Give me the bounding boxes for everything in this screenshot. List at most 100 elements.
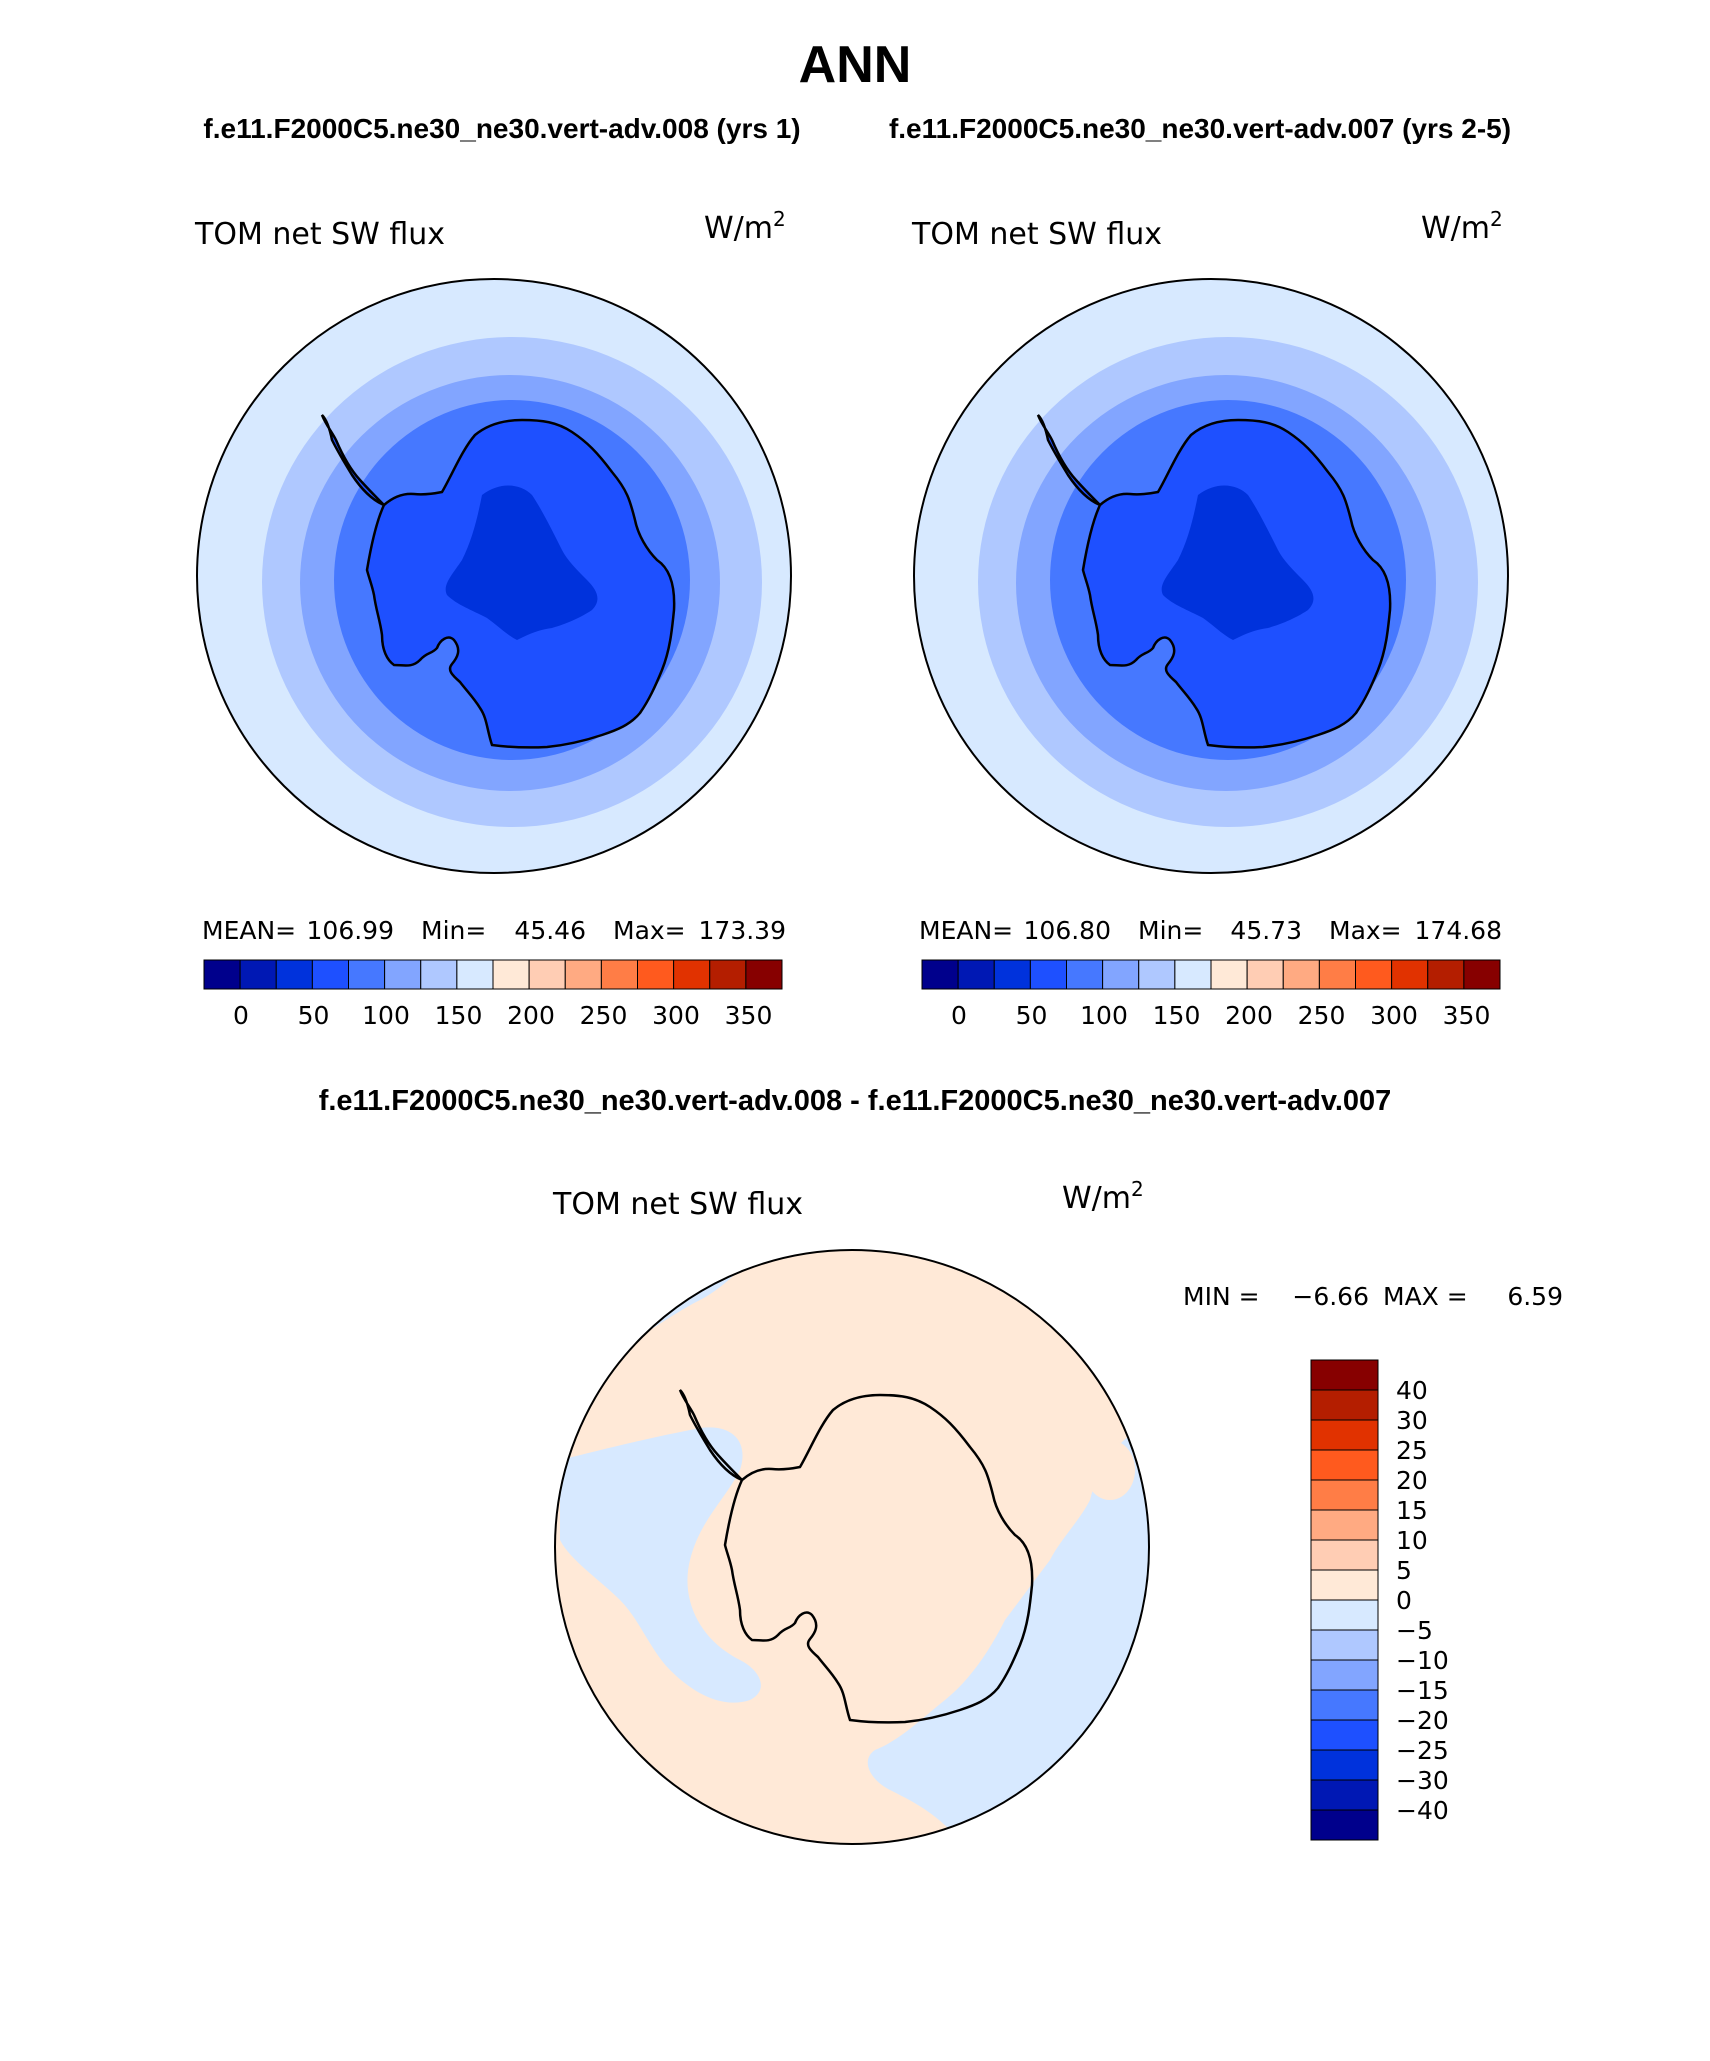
colorbar-tick-label: −15 xyxy=(1396,1676,1449,1705)
colorbar-swatch xyxy=(600,959,638,990)
min-label: Min= xyxy=(1138,916,1203,945)
colorbar-tick-label: −40 xyxy=(1396,1796,1449,1825)
colorbar-tick-label: 200 xyxy=(1225,1001,1273,1030)
colorbar-swatch xyxy=(1355,959,1393,990)
min-label: Min= xyxy=(421,916,486,945)
colorbar: 0 50 100 150 200 250 300 350 xyxy=(921,959,1501,1030)
colorbar-tick-label: 150 xyxy=(1153,1001,1201,1030)
colorbar-swatch xyxy=(709,959,747,990)
map-boundary xyxy=(196,278,792,874)
colorbar-tick-label: 15 xyxy=(1396,1496,1428,1525)
colorbar-tick-label: 100 xyxy=(1080,1001,1128,1030)
max-label: Max= xyxy=(613,916,686,945)
colorbar-swatch xyxy=(492,959,530,990)
colorbar-swatch xyxy=(921,959,959,990)
colorbar-tick-label: 250 xyxy=(580,1001,628,1030)
mean-label: MEAN= xyxy=(202,916,296,945)
colorbar-swatch xyxy=(1427,959,1465,990)
colorbar-swatch xyxy=(1310,1389,1379,1421)
colorbar-tick-label: 40 xyxy=(1396,1376,1428,1405)
colorbar-tick-label: −5 xyxy=(1396,1616,1433,1645)
variable-label: TOM net SW flux xyxy=(552,1187,803,1222)
stats-line: MEAN= 106.99 Min= 45.46 Max= 173.39 xyxy=(202,916,786,945)
panel-left: TOM net SW flux W/m2 MEAN= 106.99 Min= 4… xyxy=(194,207,792,1030)
colorbar-swatch xyxy=(1310,1539,1379,1571)
colorbar-swatch xyxy=(1310,1359,1379,1391)
colorbar-swatch xyxy=(420,959,458,990)
colorbar-swatch xyxy=(1310,1509,1379,1541)
colorbar-tick-label: 100 xyxy=(362,1001,410,1030)
colorbar-swatch xyxy=(1310,1629,1379,1661)
units-label: W/m2 xyxy=(1421,207,1503,246)
colorbar-swatch xyxy=(203,959,241,990)
colorbar-swatch xyxy=(745,959,783,990)
colorbar-tick-label: 300 xyxy=(652,1001,700,1030)
colorbar-tick-label: 150 xyxy=(435,1001,483,1030)
colorbar: 0 50 100 150 200 250 300 350 xyxy=(203,959,783,1030)
colorbar-swatch xyxy=(1318,959,1356,990)
colorbar-swatch xyxy=(384,959,422,990)
colorbar-swatch xyxy=(1310,1569,1379,1601)
min-value: −6.66 xyxy=(1292,1282,1369,1311)
min-value: 45.46 xyxy=(514,916,586,945)
colorbar-tick-label: 25 xyxy=(1396,1436,1428,1465)
units-label: W/m2 xyxy=(704,207,786,246)
max-label: MAX = xyxy=(1383,1282,1468,1311)
colorbar-tick-label: 200 xyxy=(507,1001,555,1030)
colorbar-tick-label: 50 xyxy=(298,1001,330,1030)
stats-line: MEAN= 106.80 Min= 45.73 Max= 174.68 xyxy=(919,916,1502,945)
colorbar-swatch xyxy=(1310,1689,1379,1721)
min-value: 45.73 xyxy=(1230,916,1302,945)
colorbar-swatch xyxy=(456,959,494,990)
colorbar-swatch xyxy=(275,959,313,990)
polar-map xyxy=(555,1250,1149,1844)
max-value: 173.39 xyxy=(699,916,786,945)
colorbar-swatch xyxy=(1310,1809,1379,1841)
panel-difference: TOM net SW flux W/m2 MIN = −6.66 MAX = 6… xyxy=(552,1177,1563,1845)
colorbar-tick-label: 20 xyxy=(1396,1466,1428,1495)
max-label: Max= xyxy=(1329,916,1402,945)
colorbar-swatch xyxy=(564,959,602,990)
mean-value: 106.80 xyxy=(1024,916,1111,945)
colorbar-tick-label: 10 xyxy=(1396,1526,1428,1555)
subtitle-right: f.e11.F2000C5.ne30_ne30.vert-adv.007 (yr… xyxy=(889,113,1511,144)
diff-range: MIN = −6.66 MAX = 6.59 xyxy=(1183,1282,1563,1311)
mean-value: 106.99 xyxy=(307,916,394,945)
polar-map xyxy=(914,279,1508,873)
colorbar-tick-label: 350 xyxy=(1443,1001,1491,1030)
colorbar-swatch xyxy=(348,959,386,990)
colorbar-tick-label: −10 xyxy=(1396,1646,1449,1675)
panel-right: TOM net SW flux W/m2 MEAN= 106.80 Min= 4… xyxy=(911,207,1509,1030)
map-boundary xyxy=(554,1249,1150,1845)
colorbar-tick-label: 50 xyxy=(1016,1001,1048,1030)
min-label: MIN = xyxy=(1183,1282,1260,1311)
map-boundary xyxy=(913,278,1509,874)
colorbar-swatch xyxy=(673,959,711,990)
colorbar-tick-label: 30 xyxy=(1396,1406,1428,1435)
colorbar-tick-label: 0 xyxy=(951,1001,967,1030)
colorbar-swatch xyxy=(1102,959,1140,990)
colorbar-tick-label: 0 xyxy=(1396,1586,1412,1615)
colorbar-swatch xyxy=(239,959,277,990)
colorbar-swatch xyxy=(1174,959,1212,990)
colorbar-swatch xyxy=(1310,1749,1379,1781)
colorbar-swatch xyxy=(957,959,995,990)
colorbar-swatch xyxy=(1246,959,1284,990)
colorbar-swatch xyxy=(993,959,1031,990)
colorbar-swatch xyxy=(1310,1479,1379,1511)
units-label: W/m2 xyxy=(1062,1177,1144,1216)
colorbar-swatch xyxy=(1310,1419,1379,1451)
colorbar-swatch xyxy=(311,959,349,990)
colorbar-swatch xyxy=(1391,959,1429,990)
colorbar-tick-label: 0 xyxy=(233,1001,249,1030)
colorbar-tick-label: 5 xyxy=(1396,1556,1412,1585)
colorbar-swatch xyxy=(1210,959,1248,990)
colorbar-swatch xyxy=(528,959,566,990)
variable-label: TOM net SW flux xyxy=(194,217,445,252)
max-value: 174.68 xyxy=(1415,916,1502,945)
colorbar-tick-label: 350 xyxy=(725,1001,773,1030)
colorbar-tick-label: 300 xyxy=(1370,1001,1418,1030)
difference-title: f.e11.F2000C5.ne30_ne30.vert-adv.008 - f… xyxy=(319,1085,1392,1117)
